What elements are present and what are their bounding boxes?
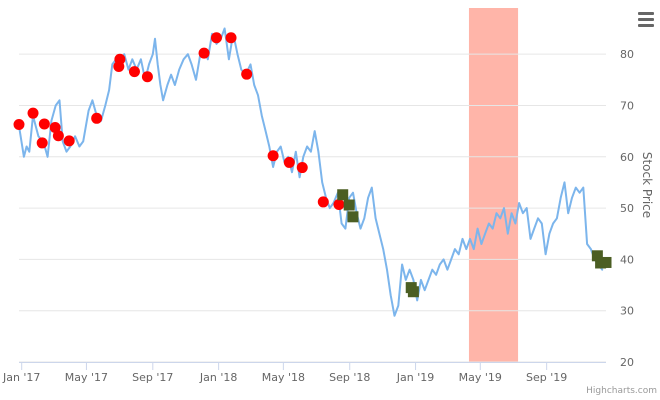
y-tick-label: 60 [620, 151, 634, 164]
y-axis-title: Stock Price [640, 152, 654, 218]
plot-band [468, 8, 519, 362]
red-circle-marker [296, 162, 308, 174]
red-circle-marker [114, 53, 126, 65]
red-circle-marker [38, 118, 50, 130]
red-circle-marker [27, 107, 39, 119]
red-circle-marker [210, 32, 222, 44]
y-tick-label: 30 [620, 305, 634, 318]
x-axis: Jan '17 May '17 Sep '17 Jan '18 May '18 Sep '… [2, 362, 606, 384]
y-tick-label: 40 [620, 253, 634, 266]
x-tick-label: May '19 [459, 371, 502, 384]
red-circle-marker [13, 118, 25, 130]
red-circle-marker [36, 137, 48, 149]
x-tick-label: May '17 [65, 371, 108, 384]
green-square-marker [343, 199, 355, 211]
green-square-marker [591, 250, 603, 262]
x-tick-label: Sep '17 [132, 371, 173, 384]
x-tick-label: Sep '18 [329, 371, 370, 384]
y-tick-label: 80 [620, 48, 634, 61]
red-circle-marker [52, 130, 64, 142]
red-circle-marker [225, 32, 237, 44]
hamburger-menu-icon[interactable] [634, 8, 660, 30]
red-circle-marker [141, 71, 153, 83]
x-tick-label: Jan '19 [396, 371, 434, 384]
markers-layer [13, 32, 612, 298]
red-circle-marker [63, 135, 75, 147]
green-square-marker [600, 256, 612, 268]
red-circle-marker [317, 196, 329, 208]
y-axis: 20 30 40 50 60 70 80 [620, 48, 634, 369]
red-circle-marker [91, 112, 103, 124]
red-circle-marker [333, 198, 345, 210]
y-tick-label: 50 [620, 202, 634, 215]
x-tick-label: Jan '17 [2, 371, 40, 384]
green-square-marker [337, 189, 349, 201]
x-tick-label: Sep '19 [526, 371, 567, 384]
y-tick-label: 70 [620, 99, 634, 112]
red-circle-marker [283, 156, 295, 168]
red-circle-marker [241, 68, 253, 80]
x-tick-label: May '18 [262, 371, 305, 384]
x-tick-label: Jan '18 [199, 371, 237, 384]
green-square-marker [407, 286, 419, 298]
credits-link[interactable]: Highcharts.com [586, 386, 657, 396]
y-tick-label: 20 [620, 356, 634, 369]
red-circle-marker [128, 66, 140, 78]
grid-layer [19, 53, 606, 363]
red-circle-marker [267, 150, 279, 162]
green-square-marker [347, 211, 359, 223]
red-circle-marker [198, 47, 210, 59]
plot-band-layer [468, 8, 519, 362]
